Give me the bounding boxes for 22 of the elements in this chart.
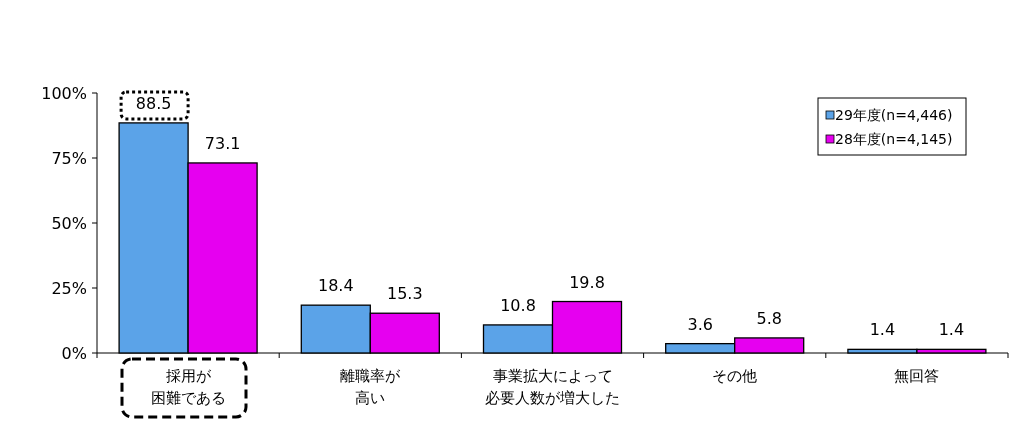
x-tick-label: 無回答 (894, 367, 940, 385)
data-label: 10.8 (500, 295, 536, 315)
data-label: 1.4 (869, 320, 896, 340)
y-tick-label: 75% (51, 149, 87, 168)
x-tick-label: その他 (712, 367, 758, 385)
data-label: 1.4 (938, 320, 965, 340)
data-label: 5.8 (756, 308, 782, 328)
data-label: 19.8 (569, 272, 605, 292)
data-label: 3.6 (687, 314, 713, 334)
legend-label: 28年度(n=4,145) (835, 131, 953, 147)
data-label: 18.4 (317, 276, 354, 296)
y-tick-label: 100% (41, 84, 87, 103)
y-tick-label: 0% (61, 344, 87, 363)
data-label: 73.1 (204, 133, 241, 153)
x-tick-label: 採用が困難である (150, 367, 226, 407)
y-tick-label: 25% (51, 279, 87, 298)
legend-label: 29年度(n=4,446) (835, 107, 953, 123)
x-tick-label: 離職率が高い (340, 367, 402, 407)
data-label: 88.5 (135, 93, 172, 113)
data-label: 15.3 (386, 284, 423, 304)
y-tick-label: 50% (51, 214, 87, 233)
x-tick-label: 事業拡大によって必要人数が増大した (485, 367, 620, 407)
